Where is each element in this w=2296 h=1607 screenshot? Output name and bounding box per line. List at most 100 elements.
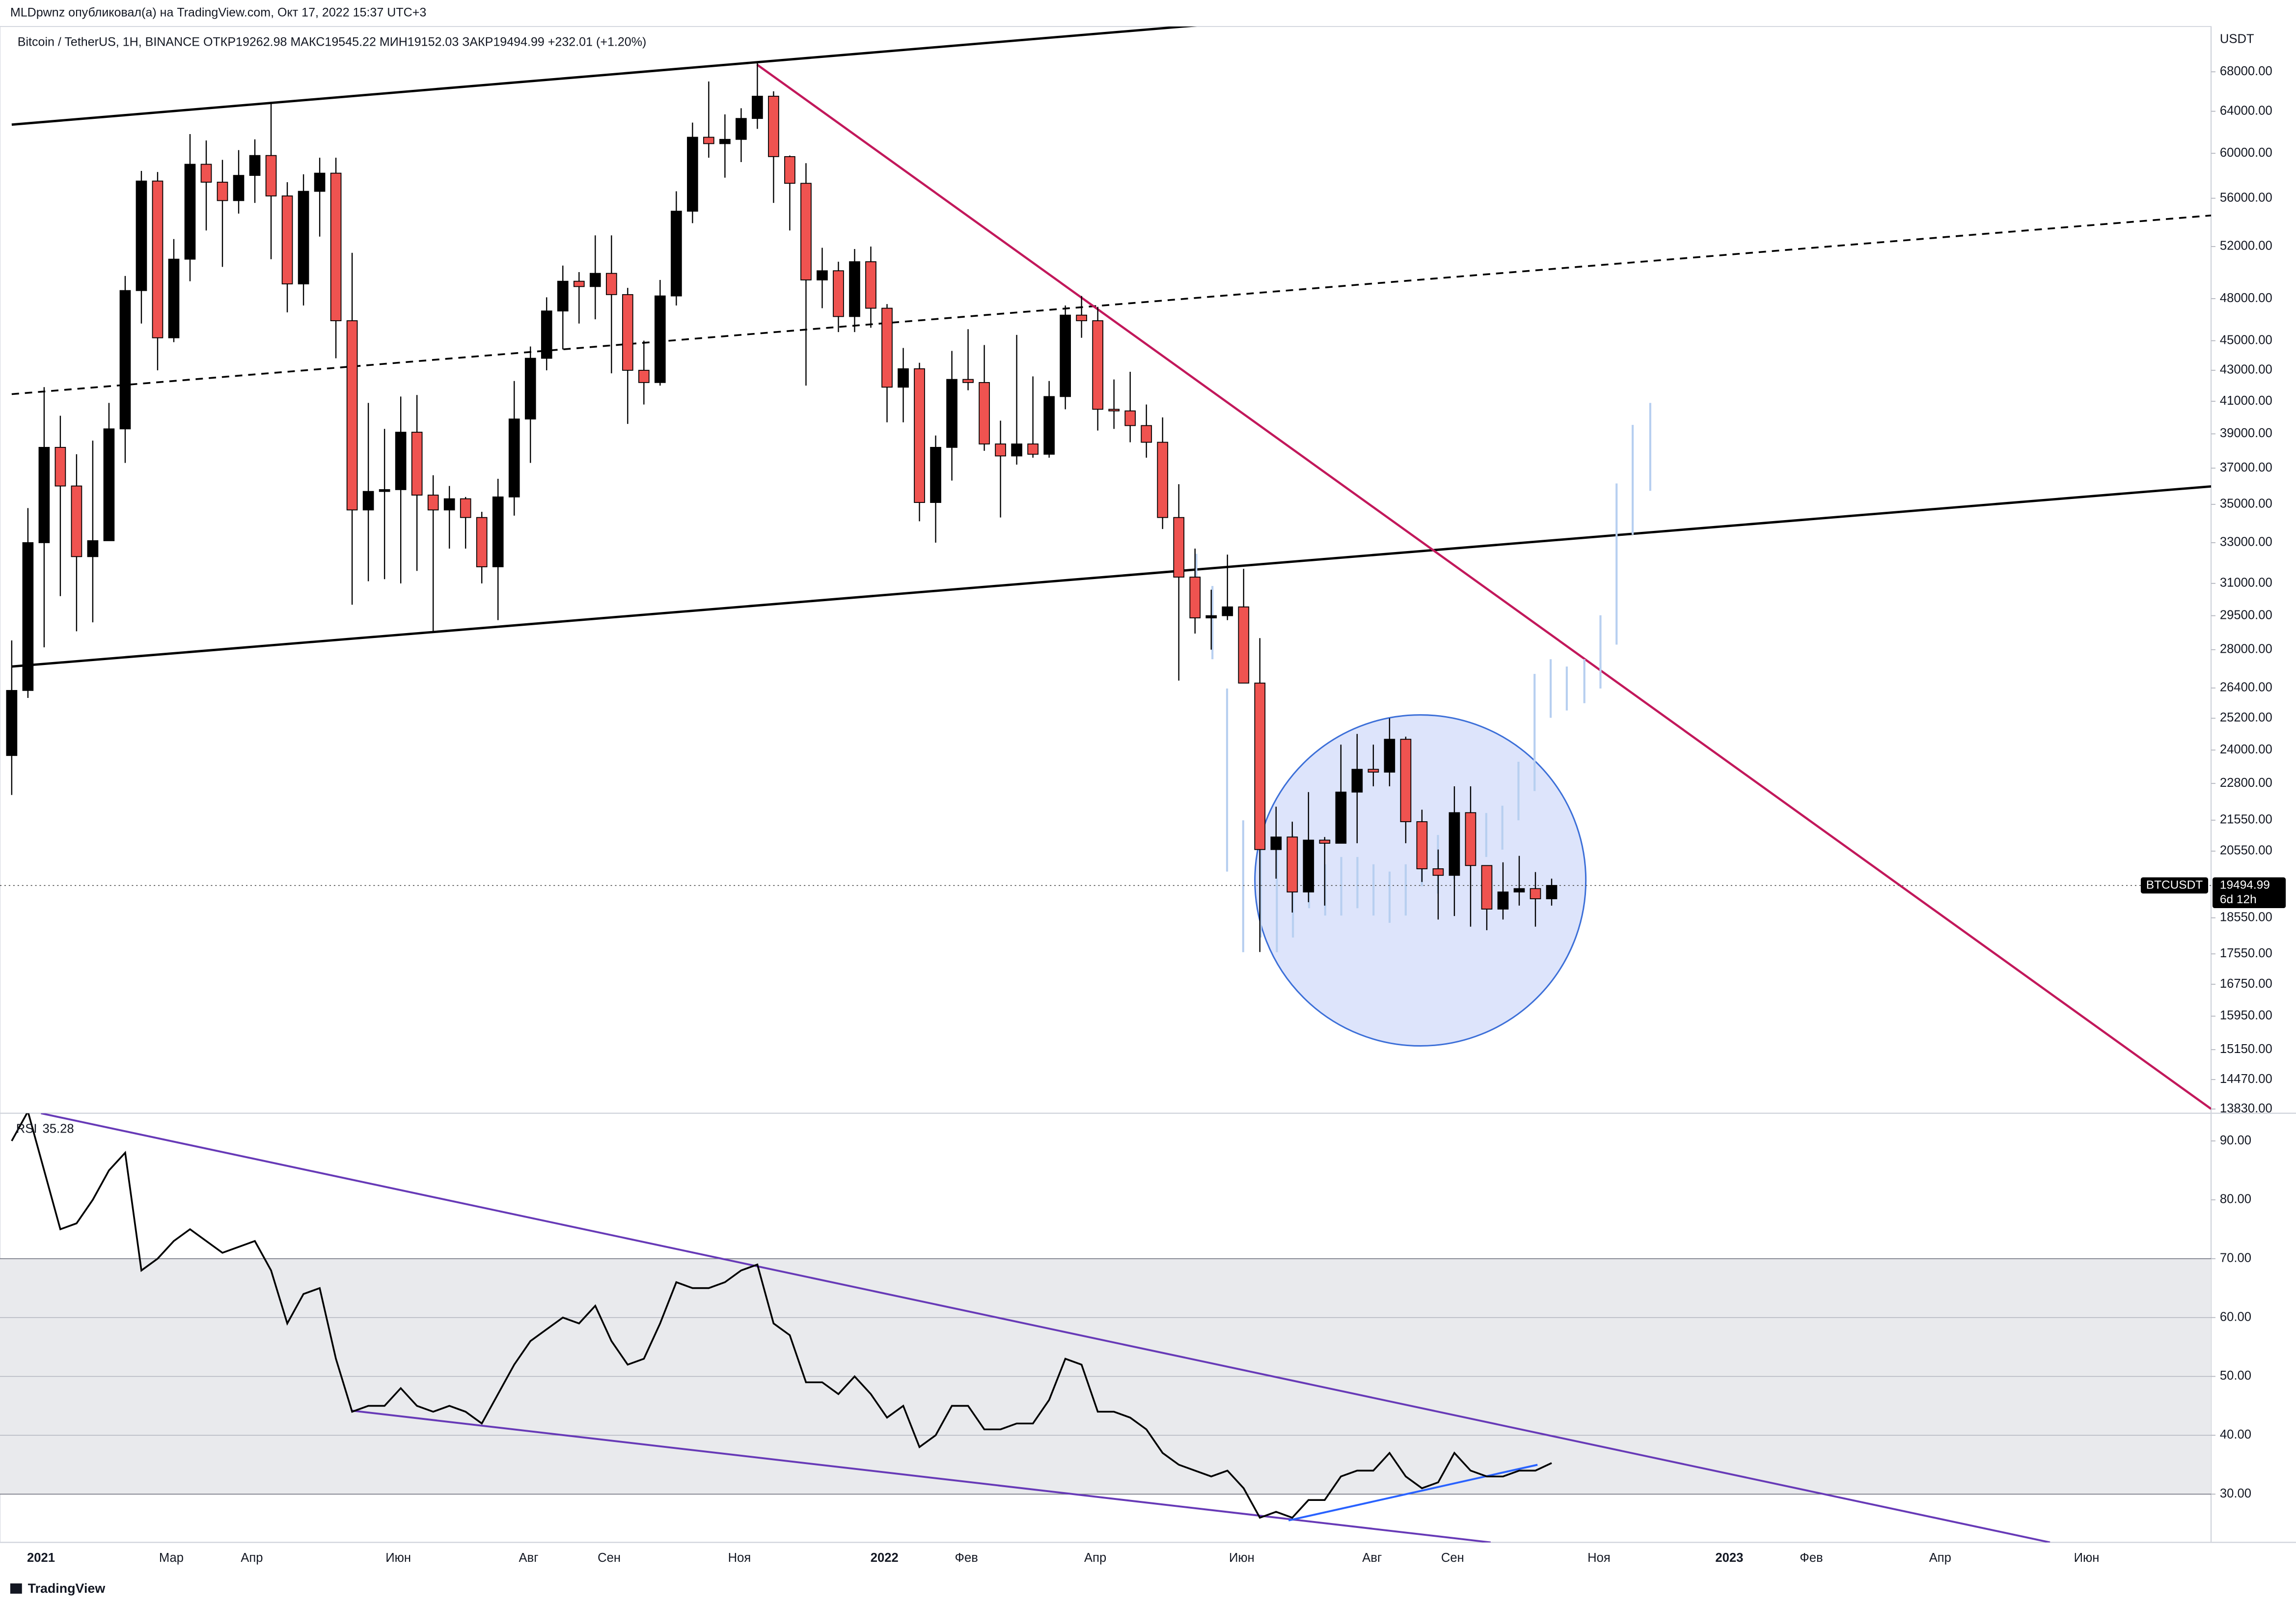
y-tick-label: 43000.00 [2220, 363, 2272, 377]
candle-body [38, 446, 50, 543]
candle-body [1367, 769, 1379, 773]
y-tick-label: 60000.00 [2220, 146, 2272, 160]
candle-body [136, 180, 147, 291]
rsi-title: RSI [16, 1122, 37, 1136]
candle-body [1351, 769, 1363, 793]
candle-body [655, 295, 666, 383]
x-tick-label: Авг [1362, 1551, 1382, 1565]
rsi-trendline [351, 1410, 1491, 1543]
y-tick-label: 41000.00 [2220, 394, 2272, 408]
candle-body [411, 432, 423, 496]
candle-body [1384, 739, 1395, 773]
candle-body [573, 280, 585, 287]
brand: TradingView [28, 1581, 106, 1596]
candle-body [589, 273, 601, 287]
candle-body [1481, 865, 1493, 910]
trendline-dashed [11, 214, 2212, 395]
candle-body [476, 517, 488, 567]
x-tick-label: Сен [598, 1551, 621, 1565]
symbol-tag-bg [2140, 877, 2209, 894]
candle-body [898, 368, 909, 388]
candle-body [849, 261, 860, 317]
candle-body [1238, 606, 1250, 684]
y-tick-label: 24000.00 [2220, 743, 2272, 756]
candle-body [200, 164, 212, 183]
candle-body [1449, 812, 1460, 876]
candle-body [605, 273, 617, 295]
y-tick-label: 29500.00 [2220, 608, 2272, 622]
y-tick-label: 39000.00 [2220, 426, 2272, 440]
candle-body [265, 155, 277, 196]
candle-body [800, 183, 812, 280]
candle-body [87, 540, 99, 557]
x-tick-label: Сен [1441, 1551, 1464, 1565]
candle-body [1141, 425, 1152, 443]
x-tick-label: Апр [1084, 1551, 1106, 1565]
candle-body [1076, 314, 1088, 321]
candle-body [736, 118, 747, 140]
x-tick-label: Апр [1929, 1551, 1951, 1565]
y-tick-label: 48000.00 [2220, 291, 2272, 305]
y-tick-label: 16750.00 [2220, 977, 2272, 991]
candle-body [719, 139, 731, 144]
candle-body [330, 172, 342, 321]
y-tick-label: 60.00 [2220, 1310, 2251, 1324]
rsi-trendline-blue [1288, 1464, 1538, 1522]
candle-body [833, 270, 844, 317]
y-tick-label: 15150.00 [2220, 1042, 2272, 1056]
candle-body [979, 382, 990, 444]
price-tag: 19494.99 [2220, 878, 2270, 891]
candle-body [1060, 314, 1071, 397]
price-axis-unit: USDT [2220, 32, 2254, 46]
x-tick-label: Мар [159, 1551, 184, 1565]
x-tick-label: Ноя [728, 1551, 751, 1565]
y-tick-label: 35000.00 [2220, 497, 2272, 511]
candle-body [1092, 320, 1104, 410]
y-tick-label: 52000.00 [2220, 239, 2272, 253]
candle-body [1546, 885, 1558, 899]
candle-body [298, 191, 309, 284]
y-tick-label: 40.00 [2220, 1428, 2251, 1441]
candle-body [1286, 836, 1298, 893]
y-tick-label: 30.00 [2220, 1487, 2251, 1500]
y-tick-label: 21550.00 [2220, 813, 2272, 827]
candle-body [1513, 888, 1525, 893]
candle-body [379, 489, 390, 492]
candle-body [1335, 791, 1347, 844]
x-tick-label: Июн [385, 1551, 411, 1565]
candle-body [1124, 410, 1136, 426]
y-tick-label: 64000.00 [2220, 104, 2272, 117]
candle-body [930, 446, 941, 503]
x-tick-label: Фев [1800, 1551, 1823, 1565]
candle-body [1497, 891, 1509, 910]
y-tick-label: 90.00 [2220, 1134, 2251, 1147]
symbol-line: Bitcoin / TetherUS, 1H, BINANCE ОТКР1926… [18, 35, 647, 49]
x-tick-label: Июн [1229, 1551, 1255, 1565]
candle-body [492, 496, 504, 567]
candle-body [1027, 443, 1039, 455]
candle-body [362, 491, 374, 511]
candle-body [1108, 409, 1120, 412]
candle-body [1432, 868, 1444, 876]
y-tick-label: 13830.00 [2220, 1102, 2272, 1115]
price-tag-bg [2213, 877, 2286, 909]
rsi-trendline [41, 1113, 2050, 1543]
candle-body [55, 446, 66, 487]
candle-body [395, 432, 407, 490]
y-tick-label: 33000.00 [2220, 535, 2272, 549]
candle-body [103, 428, 115, 541]
candle-body [703, 137, 714, 144]
y-tick-label: 15950.00 [2220, 1009, 2272, 1023]
candle-body [22, 542, 34, 691]
candle-body [541, 310, 552, 359]
x-tick-label: Апр [241, 1551, 263, 1565]
candle-body [1157, 442, 1169, 518]
candle-body [1189, 577, 1201, 618]
candle-body [281, 195, 293, 284]
y-tick-label: 18550.00 [2220, 910, 2272, 924]
candle-body [1173, 517, 1185, 578]
x-tick-label: Ноя [1587, 1551, 1611, 1565]
candle-body [1416, 821, 1428, 869]
